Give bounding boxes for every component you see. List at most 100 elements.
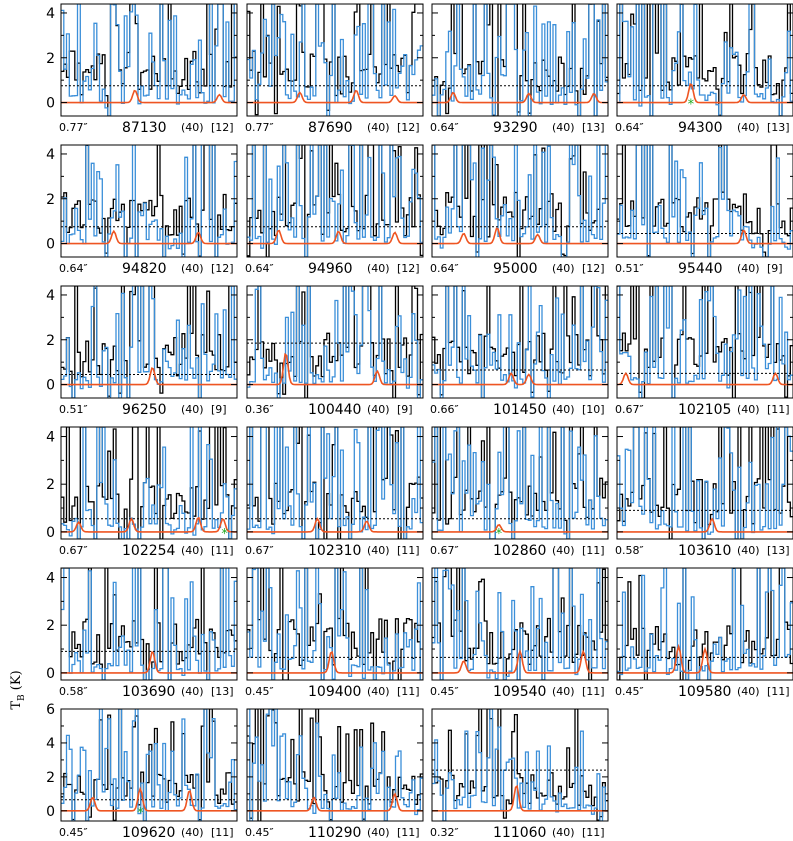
spectrum-panel-102310: 0.67″ 102310 (40) [11] [245,426,424,559]
y-tick-label: 4 [46,288,55,304]
channel-label: (40) [181,826,204,839]
spectrum-panel-94820: 0 2 4 0.64″ 94820 (40) [12] [46,144,238,277]
y-tick-label: 2 [46,333,55,349]
beam-size-label: 0.64″ [59,262,88,275]
component-label: [12] [582,262,605,275]
component-label: [13] [582,121,605,134]
model-spectrum [61,229,237,245]
panel-frame [60,3,238,117]
y-tick-label: 0 [46,666,55,682]
comparison-spectrum [61,4,237,116]
frequency-label: 94300 [678,120,723,136]
model-spectrum [432,524,608,533]
spectrum-panel-103610: 0.58″ 103610 (40) [13] [615,426,793,559]
channel-label: (40) [552,121,575,134]
panel-frame [246,144,424,258]
panel-frame [246,285,424,399]
channel-label: (40) [552,262,575,275]
spectrum-panel-109400: 0.45″ 109400 (40) [11] [245,567,424,700]
frequency-label: 102310 [308,543,361,559]
channel-label: (40) [367,544,390,557]
y-tick-label: 0 [46,237,55,253]
panel-plot-area [617,145,793,257]
panel-frame [246,3,424,117]
spectrum-panel-102105: 0.67″ 102105 (40) [11] [615,285,793,418]
panel-frame [60,285,238,399]
channel-label: (40) [737,262,760,275]
channel-label: (40) [181,685,204,698]
component-label: [13] [767,544,790,557]
beam-size-label: 0.64″ [430,121,459,134]
comparison-spectrum [247,427,423,539]
component-label: [11] [582,685,605,698]
panel-plot-area [432,145,608,257]
comparison-spectrum [61,568,237,680]
panel-plot-area [432,286,608,398]
frequency-label: 103610 [678,543,731,559]
channel-label: (40) [737,544,760,557]
star-marker: * [496,527,503,542]
comparison-spectrum [432,145,608,257]
star-marker: * [688,98,695,113]
component-label: [12] [211,121,234,134]
panel-frame [616,3,793,117]
spectrum-panel-109620: * 0 2 4 6 0.45″ 109620 (40) [11] [46,702,238,841]
panel-frame [616,285,793,399]
comparison-spectrum [617,427,793,539]
spectrum-panel-87690: 0.77″ 87690 (40) [12] [245,3,424,136]
star-marker: * [137,806,144,821]
observed-spectrum [617,145,793,257]
channel-label: (40) [367,121,390,134]
comparison-spectrum [61,145,237,257]
comparison-spectrum [617,145,793,257]
model-spectrum [61,786,237,812]
observed-spectrum [432,4,608,116]
frequency-label: 103690 [122,684,175,700]
component-label: [11] [397,826,420,839]
y-tick-label: 0 [46,96,55,112]
comparison-spectrum [247,709,423,821]
component-label: [12] [211,262,234,275]
panel-plot-area [432,709,608,821]
channel-label: (40) [552,403,575,416]
channel-label: (40) [181,544,204,557]
panel-frame [60,567,238,681]
comparison-spectrum [432,4,608,116]
channel-label: (40) [552,826,575,839]
panel-plot-area [247,145,423,257]
spectrum-panel-111060: 0.32″ 111060 (40) [11] [430,708,609,841]
frequency-label: 94820 [122,261,167,277]
y-tick-label: 0 [46,804,55,820]
beam-size-label: 0.58″ [615,544,644,557]
model-spectrum [617,643,793,674]
component-label: [11] [582,826,605,839]
model-spectrum [617,229,793,245]
beam-size-label: 0.66″ [430,403,459,416]
y-tick-label: 2 [46,618,55,634]
component-label: [10] [582,403,605,416]
model-spectrum [61,516,237,533]
observed-spectrum [432,286,608,398]
spectrum-panel-103690: 0 2 4 0.58″ 103690 (40) [13] [46,567,238,700]
channel-label: (40) [181,403,204,416]
component-label: [12] [397,262,420,275]
beam-size-label: 0.67″ [615,403,644,416]
spectrum-panel-94300: * 0.64″ 94300 (40) [13] [615,3,793,136]
beam-size-label: 0.64″ [430,262,459,275]
beam-size-label: 0.64″ [615,121,644,134]
channel-label: (40) [737,685,760,698]
beam-size-label: 0.45″ [245,826,274,839]
y-tick-label: 2 [46,51,55,67]
y-tick-label: 4 [46,571,55,587]
panel-plot-area [247,427,423,539]
panel-plot-area [61,709,237,821]
component-label: [11] [582,544,605,557]
spectrum-panel-101450: 0.66″ 101450 (40) [10] [430,285,609,418]
panel-frame [60,708,238,822]
frequency-label: 95440 [678,261,723,277]
channel-label: (40) [737,121,760,134]
frequency-label: 111060 [493,825,546,841]
y-tick-label: 2 [46,770,55,786]
component-label: [11] [767,685,790,698]
